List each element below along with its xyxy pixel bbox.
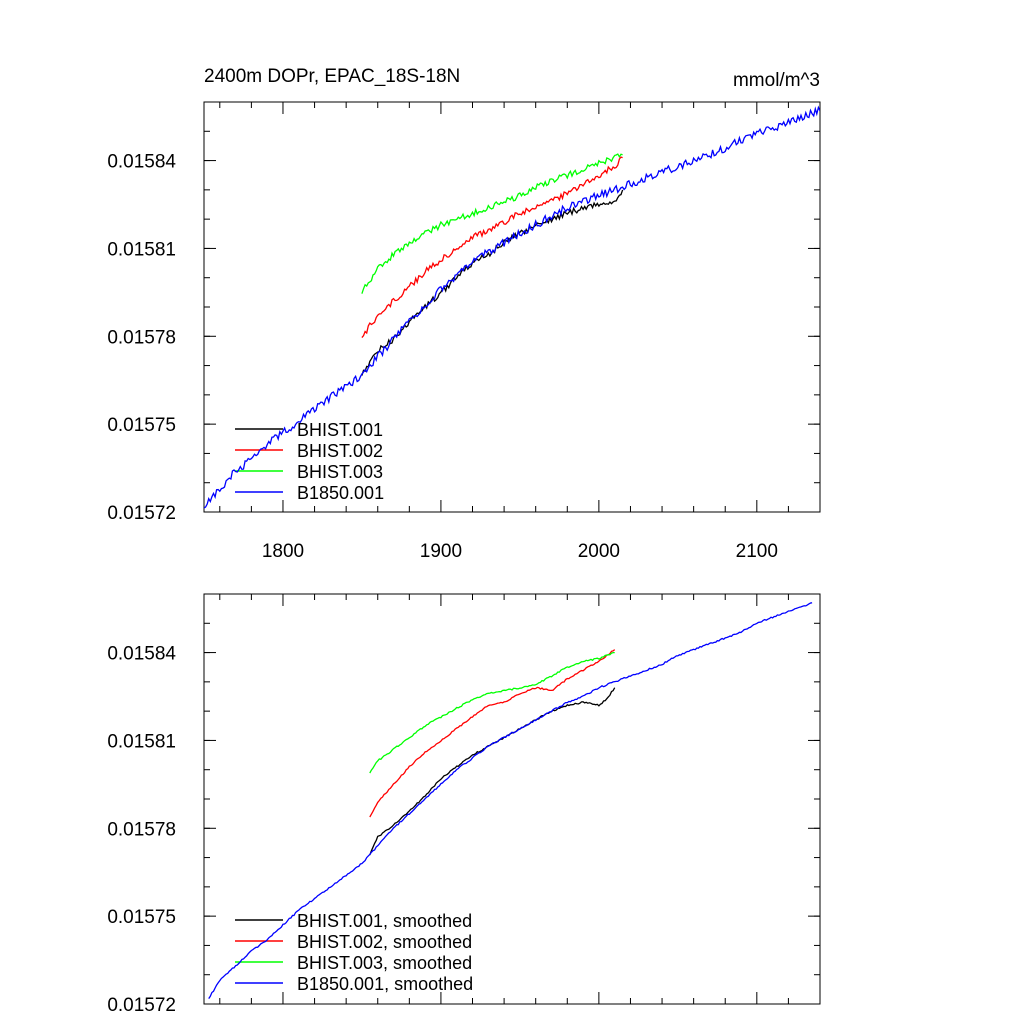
series-line-b1850-001: [204, 105, 820, 509]
legend-label: BHIST.003: [297, 462, 383, 482]
series-line-bhist-002: [361, 156, 623, 339]
bottom-panel: 0.01572 0.01575 0.01578 0.01581 0.01584 BHIST…: [107, 593, 821, 1016]
x-tick-label: 2100: [736, 541, 778, 562]
y-tick-label: 0.01581: [107, 239, 176, 260]
legend-label: BHIST.003, smoothed: [297, 953, 472, 973]
legend-label: BHIST.001: [297, 420, 383, 440]
legend-label: BHIST.002, smoothed: [297, 932, 472, 952]
series-line-bhist-002-smoothed: [369, 649, 616, 818]
series-line-b1850-001-smoothed: [208, 602, 813, 999]
top-panel: 0.01572 0.01575 0.01578 0.01581 0.01584 1800 1…: [107, 101, 821, 562]
series-line-bhist-003: [361, 153, 623, 294]
y-tick-label: 0.01581: [107, 731, 176, 752]
legend-label: BHIST.002: [297, 441, 383, 461]
y-tick-label: 0.01572: [107, 503, 176, 524]
x-tick-label: 1800: [262, 541, 304, 562]
legend-label: B1850.001: [297, 483, 384, 503]
y-tick-label: 0.01578: [107, 819, 176, 840]
x-tick-label: 1900: [420, 541, 462, 562]
x-tick-label: 2000: [578, 541, 620, 562]
y-tick-label: 0.01578: [107, 327, 176, 348]
y-tick-label: 0.01584: [107, 152, 176, 173]
y-tick-label: 0.01584: [107, 644, 176, 665]
chart-title: 2400m DOPr, EPAC_18S-18N: [204, 66, 460, 87]
series-line-bhist-003-smoothed: [369, 651, 615, 774]
legend-label: B1850.001, smoothed: [297, 974, 473, 994]
series-line-bhist-001-smoothed: [369, 687, 616, 856]
y-tick-label: 0.01575: [107, 415, 176, 436]
series-line-bhist-001: [361, 189, 624, 376]
y-tick-label: 0.01572: [107, 995, 176, 1016]
units-label: mmol/m^3: [733, 70, 820, 91]
legend-label: BHIST.001, smoothed: [297, 911, 472, 931]
y-tick-label: 0.01575: [107, 907, 176, 928]
